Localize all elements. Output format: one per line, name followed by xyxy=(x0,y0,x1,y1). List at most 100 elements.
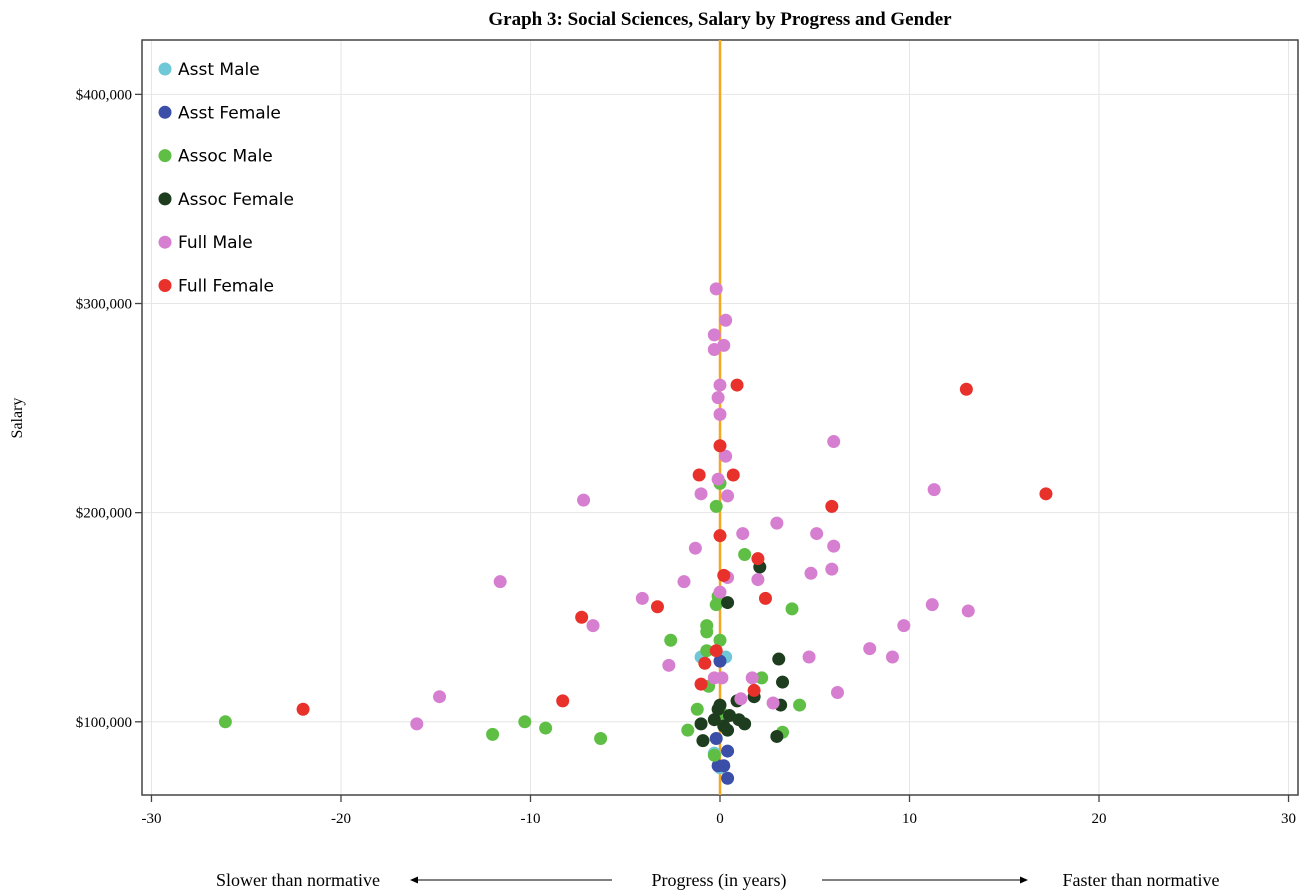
point-full-male xyxy=(863,642,877,656)
point-assoc-female xyxy=(694,717,708,731)
point-full-male xyxy=(745,671,759,685)
point-asst-female xyxy=(721,744,735,758)
point-full-male xyxy=(897,619,911,633)
legend: Asst Male Asst Female Assoc Male Assoc Fema… xyxy=(158,60,294,297)
legend-item-asst-male: Asst Male xyxy=(158,60,260,80)
faster-label: Faster than normative xyxy=(1063,870,1220,890)
point-full-male xyxy=(827,435,841,449)
point-assoc-male xyxy=(707,748,721,762)
x-tick-label: 20 xyxy=(1092,811,1107,827)
legend-marker xyxy=(158,235,172,249)
point-full-male xyxy=(635,591,649,605)
point-full-male xyxy=(802,650,816,664)
point-full-male xyxy=(711,391,725,405)
x-tick-label: 10 xyxy=(902,811,917,827)
point-assoc-male xyxy=(486,727,500,741)
point-assoc-male xyxy=(218,715,232,729)
point-full-female xyxy=(296,702,310,716)
series-full-male xyxy=(410,282,975,731)
point-full-male xyxy=(433,690,447,704)
legend-item-asst-female: Asst Female xyxy=(158,103,281,123)
point-full-female xyxy=(751,552,765,566)
point-full-male xyxy=(662,658,676,672)
point-assoc-male xyxy=(664,633,678,647)
point-full-male xyxy=(410,717,424,731)
point-full-male xyxy=(736,527,750,541)
point-assoc-male xyxy=(539,721,553,735)
point-full-female xyxy=(556,694,570,708)
point-full-male xyxy=(827,539,841,553)
point-full-male xyxy=(885,650,899,664)
legend-label: Asst Male xyxy=(178,60,260,80)
point-full-male xyxy=(721,489,735,503)
x-tick-label: -10 xyxy=(520,811,540,827)
point-full-male xyxy=(713,378,727,392)
point-full-male xyxy=(711,472,725,486)
point-assoc-female xyxy=(772,652,786,666)
legend-marker xyxy=(158,192,172,206)
point-full-female xyxy=(747,683,761,697)
point-full-female xyxy=(713,439,727,453)
point-assoc-male xyxy=(518,715,532,729)
point-full-female xyxy=(650,600,664,614)
y-axis: $100,000 $200,000 $300,000 $400,000 xyxy=(76,87,142,731)
legend-item-full-female: Full Female xyxy=(158,277,274,297)
point-full-female xyxy=(698,656,712,670)
point-assoc-male xyxy=(709,499,723,513)
point-full-male xyxy=(707,328,721,342)
point-full-male xyxy=(751,573,765,587)
point-full-male xyxy=(925,598,939,612)
point-assoc-male xyxy=(594,732,608,746)
legend-marker xyxy=(158,105,172,119)
point-assoc-female xyxy=(721,723,735,737)
point-assoc-male xyxy=(755,671,769,685)
point-assoc-male xyxy=(713,633,727,647)
point-full-male xyxy=(804,566,818,580)
point-assoc-female xyxy=(713,698,727,712)
point-full-male xyxy=(961,604,975,618)
point-assoc-male xyxy=(785,602,799,616)
point-assoc-female xyxy=(738,717,752,731)
data-points xyxy=(218,282,1053,785)
x-axis-label-group: Slower than normative Progress (in years… xyxy=(216,870,1219,891)
point-full-female xyxy=(825,499,839,513)
point-full-female xyxy=(959,382,973,396)
point-full-male xyxy=(810,527,824,541)
point-full-male xyxy=(694,487,708,501)
point-full-male xyxy=(734,692,748,706)
point-assoc-female xyxy=(776,675,790,689)
point-full-male xyxy=(713,585,727,599)
point-full-male xyxy=(715,671,729,685)
point-full-female xyxy=(717,568,731,582)
point-full-female xyxy=(694,677,708,691)
point-full-male xyxy=(713,407,727,421)
legend-item-assoc-male: Assoc Male xyxy=(158,147,273,167)
point-full-male xyxy=(719,313,733,327)
point-full-female xyxy=(575,610,589,624)
point-full-male xyxy=(825,562,839,576)
x-tick-label: 30 xyxy=(1281,811,1296,827)
legend-marker xyxy=(158,149,172,163)
point-full-female xyxy=(758,591,772,605)
point-full-male xyxy=(709,282,723,296)
point-full-male xyxy=(927,483,941,497)
legend-item-full-male: Full Male xyxy=(158,233,253,253)
point-full-male xyxy=(493,575,507,589)
point-full-male xyxy=(766,696,780,710)
point-asst-female xyxy=(717,759,731,773)
left-arrow-head xyxy=(410,876,418,884)
point-full-female xyxy=(709,644,723,658)
y-tick-label: $400,000 xyxy=(76,87,132,103)
point-full-female xyxy=(730,378,744,392)
legend-marker xyxy=(158,62,172,76)
series-full-female xyxy=(296,378,1053,716)
legend-label: Full Male xyxy=(178,233,253,253)
y-tick-label: $100,000 xyxy=(76,715,132,731)
point-full-male xyxy=(586,619,600,633)
point-assoc-female xyxy=(770,729,784,743)
x-tick-label: -20 xyxy=(331,811,351,827)
point-assoc-male xyxy=(700,644,714,658)
y-tick-label: $300,000 xyxy=(76,297,132,313)
